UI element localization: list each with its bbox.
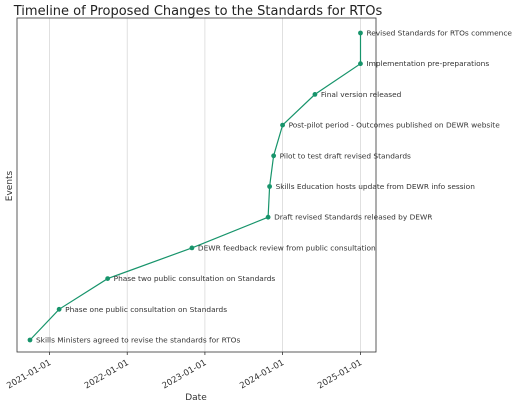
x-tick-label: 2022-01-01 [83,358,131,391]
event-label: Draft revised Standards released by DEWR [274,213,432,222]
event-label: Revised Standards for RTOs commence [366,29,512,38]
x-axis-label: Date [185,393,207,403]
x-tick-label: 2023-01-01 [161,358,209,391]
event-point [56,306,62,312]
event-label: DEWR feedback review from public consult… [198,243,376,252]
event-annotations: Skills Ministers agreed to revise the st… [36,29,512,345]
y-axis-label: Events [5,170,15,201]
chart-title: Timeline of Proposed Changes to the Stan… [13,4,383,19]
event-label: Implementation pre-preparations [366,59,489,68]
event-label: Phase two public consultation on Standar… [114,274,276,283]
event-point [267,184,272,189]
event-label: Pilot to test draft revised Standards [280,151,411,160]
event-point [105,276,111,281]
x-axis-ticks: 2021-01-01 2022-01-01 2023-01-01 2024-01-01… [5,352,364,391]
event-point [27,337,33,343]
event-label: Post-pilot period - Outcomes published o… [289,121,501,130]
plot-area-frame [16,17,377,353]
event-label: Skills Ministers agreed to revise the st… [36,336,241,345]
event-point [312,92,318,97]
event-point [189,245,195,251]
event-label: Final version released [321,90,402,99]
event-points [27,30,363,343]
event-point [271,153,277,159]
event-label: Phase one public consultation on Standar… [65,305,227,314]
event-point [280,122,285,128]
event-label: Skills Education hosts update from DEWR … [276,182,476,191]
event-point [358,30,363,36]
x-tick-label: 2021-01-01 [5,358,53,391]
x-tick-label: 2024-01-01 [238,358,286,391]
x-tick-label: 2025-01-01 [316,358,364,391]
event-point [358,61,363,67]
event-point [265,214,271,220]
grid-lines [49,18,361,352]
